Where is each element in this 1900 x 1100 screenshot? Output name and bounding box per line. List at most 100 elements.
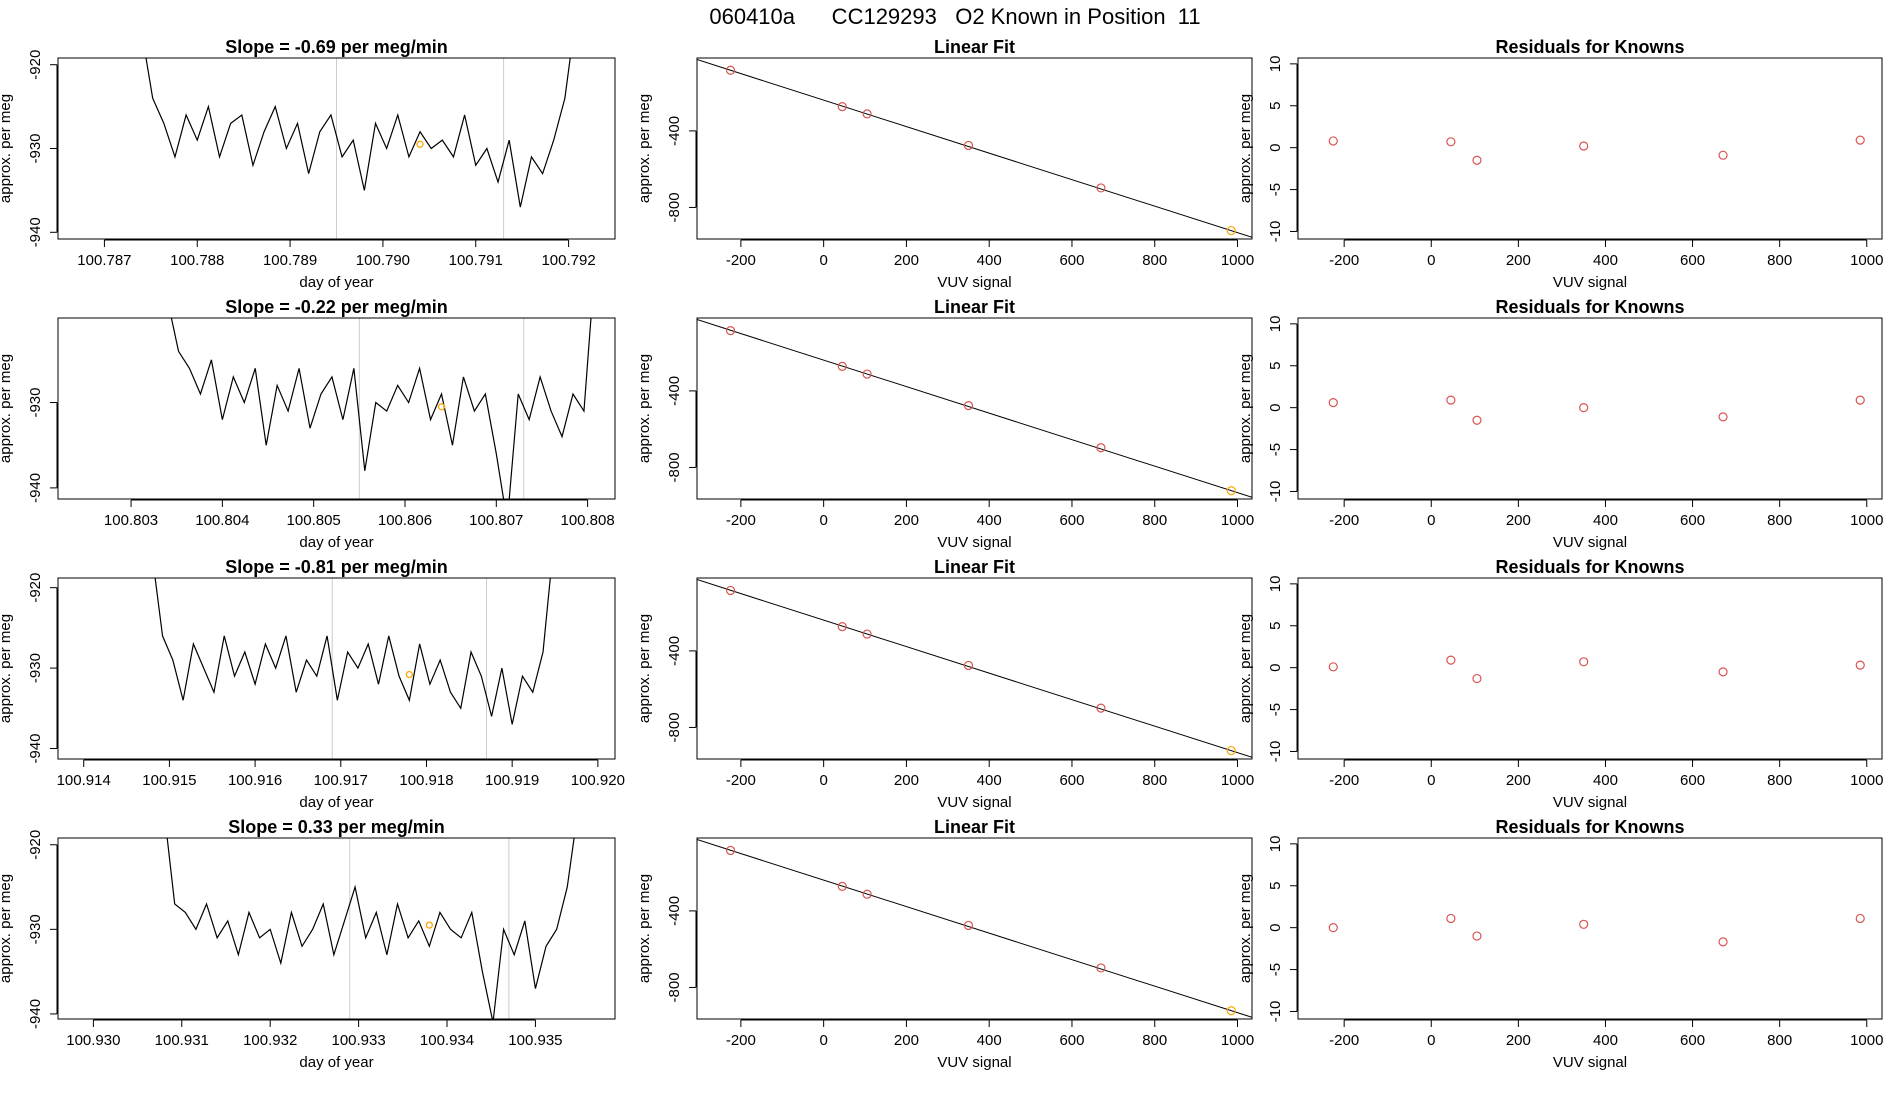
x-tick-label: 100.787 bbox=[77, 252, 131, 269]
x-tick-label: 100.791 bbox=[449, 252, 503, 269]
x-tick-label: 800 bbox=[1142, 772, 1167, 789]
plot-box bbox=[696, 837, 1253, 1020]
x-tick-label: 600 bbox=[1680, 772, 1705, 789]
x-tick-label: 100.934 bbox=[420, 1032, 474, 1049]
plot-area bbox=[166, 838, 575, 1019]
point bbox=[1855, 913, 1865, 924]
x-tick-label: 100.933 bbox=[331, 1032, 385, 1049]
x-tick-label: 200 bbox=[1506, 252, 1531, 269]
x-tick-label: 200 bbox=[894, 1032, 919, 1049]
plot-box bbox=[57, 317, 616, 500]
y-tick-label: -940 bbox=[27, 734, 44, 764]
x-tick-label: 0 bbox=[1427, 512, 1435, 529]
y-tick-label: 5 bbox=[1267, 362, 1284, 370]
highlight-point bbox=[405, 670, 413, 679]
point bbox=[1718, 937, 1728, 947]
x-tick-label: 100.914 bbox=[57, 772, 111, 789]
y-tick-label: 0 bbox=[1267, 403, 1284, 411]
point bbox=[1579, 141, 1589, 151]
y-tick-label: -920 bbox=[27, 573, 44, 603]
y-tick-label: 5 bbox=[1267, 882, 1284, 890]
y-tick-label: 0 bbox=[1267, 663, 1284, 671]
point bbox=[837, 881, 847, 892]
x-tick-label: 0 bbox=[1427, 1032, 1435, 1049]
x-tick-label: 400 bbox=[977, 512, 1002, 529]
fit-line bbox=[697, 839, 1252, 1018]
plot-box bbox=[1297, 837, 1883, 1020]
point bbox=[1855, 660, 1865, 670]
x-axis-label: day of year bbox=[299, 1054, 373, 1071]
x-axis-label: VUV signal bbox=[1553, 534, 1627, 551]
y-tick-label: 10 bbox=[1267, 836, 1284, 853]
x-tick-label: 400 bbox=[1593, 512, 1618, 529]
highlight-point bbox=[437, 403, 446, 411]
point bbox=[963, 401, 974, 411]
x-tick-label: 100.806 bbox=[378, 512, 432, 529]
plot-area bbox=[1328, 655, 1865, 684]
plot-area bbox=[697, 839, 1252, 1018]
x-tick-label: 200 bbox=[894, 772, 919, 789]
y-tick-label: 10 bbox=[1267, 576, 1284, 593]
x-axis-label: VUV signal bbox=[1553, 794, 1627, 811]
y-tick-label: -800 bbox=[666, 972, 683, 1002]
x-tick-label: 600 bbox=[1680, 1032, 1705, 1049]
x-tick-label: 100.789 bbox=[263, 252, 317, 269]
x-tick-label: 100.916 bbox=[228, 772, 282, 789]
panel-title: Linear Fit bbox=[934, 817, 1015, 837]
point bbox=[1718, 667, 1728, 677]
plot-area bbox=[154, 578, 551, 759]
point bbox=[725, 585, 736, 596]
y-tick-label: -5 bbox=[1267, 703, 1284, 716]
point bbox=[862, 369, 872, 379]
x-tick-label: 100.805 bbox=[287, 512, 341, 529]
point bbox=[862, 109, 872, 119]
point bbox=[1328, 923, 1338, 933]
x-tick-label: 800 bbox=[1767, 252, 1792, 269]
y-tick-label: -5 bbox=[1267, 963, 1284, 976]
panel-title: Slope = -0.22 per meg/min bbox=[225, 297, 448, 317]
x-tick-label: 1000 bbox=[1221, 512, 1254, 529]
x-tick-label: 800 bbox=[1142, 1032, 1167, 1049]
x-tick-label: 1000 bbox=[1221, 772, 1254, 789]
plot-area bbox=[697, 319, 1252, 498]
point bbox=[963, 660, 974, 671]
point bbox=[1472, 931, 1482, 941]
x-tick-label: 400 bbox=[977, 772, 1002, 789]
plot-area bbox=[697, 59, 1252, 238]
point bbox=[862, 629, 872, 639]
y-tick-label: -10 bbox=[1267, 1001, 1284, 1023]
fit-line bbox=[697, 59, 1252, 238]
x-tick-label: 0 bbox=[819, 252, 827, 269]
x-axis-label: VUV signal bbox=[937, 274, 1011, 291]
plot-box bbox=[57, 57, 616, 240]
y-tick-label: -940 bbox=[27, 999, 44, 1029]
x-tick-label: 0 bbox=[819, 772, 827, 789]
panel-title: Residuals for Knowns bbox=[1495, 557, 1684, 577]
x-tick-label: -200 bbox=[726, 512, 756, 529]
x-tick-label: 400 bbox=[1593, 252, 1618, 269]
point bbox=[1855, 135, 1865, 145]
point bbox=[1579, 919, 1589, 929]
y-tick-label: -400 bbox=[666, 116, 683, 146]
point bbox=[1096, 963, 1106, 973]
point bbox=[1446, 395, 1456, 405]
y-axis-label: approx. per meg bbox=[636, 354, 653, 463]
point bbox=[862, 889, 872, 899]
y-axis-label: approx. per meg bbox=[636, 614, 653, 723]
x-tick-label: -200 bbox=[726, 252, 756, 269]
x-tick-label: 100.920 bbox=[571, 772, 625, 789]
y-axis-label: approx. per meg bbox=[1237, 614, 1254, 723]
main-title: 060410a CC129293 O2 Known in Position 11 bbox=[709, 4, 1200, 29]
series-line bbox=[154, 578, 551, 725]
plot-area bbox=[1328, 913, 1865, 947]
plot-box bbox=[696, 577, 1253, 760]
y-tick-label: 5 bbox=[1267, 102, 1284, 110]
point bbox=[837, 101, 847, 112]
panel: Residuals for Knowns VUV signal approx. pe… bbox=[1237, 37, 1883, 291]
series-line bbox=[166, 838, 575, 1019]
plot-box bbox=[1297, 57, 1883, 240]
x-tick-label: 100.792 bbox=[541, 252, 595, 269]
x-tick-label: 600 bbox=[1059, 1032, 1084, 1049]
point bbox=[1226, 745, 1236, 756]
